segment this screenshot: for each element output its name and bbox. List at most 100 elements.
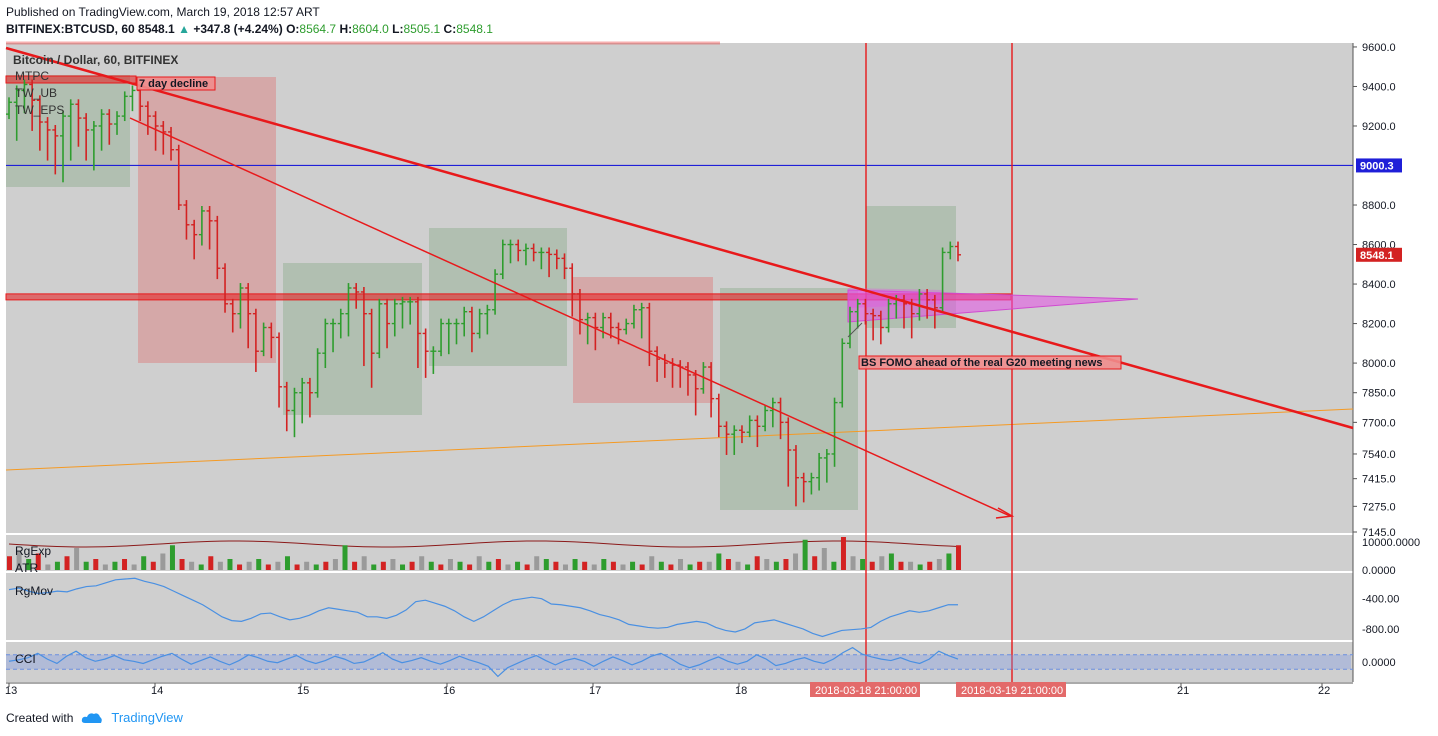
y-tick-label: 7145.0 bbox=[1362, 527, 1396, 539]
candle bbox=[654, 346, 661, 382]
candle bbox=[600, 312, 607, 339]
decline-box-1 bbox=[138, 77, 276, 363]
indicator-label: ATR bbox=[15, 561, 38, 575]
candle bbox=[723, 421, 730, 455]
volume-bar bbox=[467, 564, 473, 570]
volume-bar bbox=[908, 561, 914, 570]
candle bbox=[276, 332, 283, 408]
candle bbox=[75, 99, 82, 147]
volume-bar bbox=[495, 559, 501, 570]
volume-bar bbox=[582, 561, 588, 570]
candle bbox=[268, 322, 275, 359]
candle bbox=[67, 99, 74, 161]
candle bbox=[391, 298, 398, 337]
candle bbox=[484, 304, 491, 335]
volume-bar bbox=[735, 561, 741, 570]
x-tick-label: 22 bbox=[1318, 685, 1330, 697]
y-tick-label: 7540.0 bbox=[1362, 449, 1396, 461]
volume-bar bbox=[179, 559, 185, 570]
candle bbox=[183, 200, 190, 240]
volume-bar bbox=[294, 564, 300, 570]
volume-bar bbox=[562, 564, 568, 570]
candle bbox=[924, 288, 931, 319]
candle bbox=[229, 298, 236, 333]
volume-bar bbox=[265, 564, 271, 570]
tradingview-brand[interactable]: TradingView bbox=[111, 710, 183, 725]
volume-bar bbox=[773, 561, 779, 570]
candle bbox=[785, 417, 792, 487]
time-marker-bg bbox=[956, 682, 1066, 697]
candle bbox=[44, 117, 51, 161]
price-tag-bg bbox=[1356, 158, 1402, 173]
volume-bar bbox=[505, 564, 511, 570]
candle bbox=[615, 322, 622, 345]
volume-bar bbox=[476, 556, 482, 570]
secondary-trendline bbox=[129, 117, 1011, 517]
volume-bar bbox=[840, 537, 846, 570]
volume-bar bbox=[898, 561, 904, 570]
rgmov-tick-label: -800.00 bbox=[1362, 624, 1399, 636]
candle bbox=[106, 109, 113, 145]
volume-bar bbox=[112, 561, 118, 570]
volume-bar bbox=[54, 561, 60, 570]
candle bbox=[175, 144, 182, 210]
candle bbox=[846, 306, 853, 349]
volume-bar bbox=[83, 561, 89, 570]
candle bbox=[931, 294, 938, 329]
price-chart[interactable]: 7 day decline BS FOMO ahead of the real G… bbox=[0, 40, 1438, 705]
candle bbox=[21, 79, 28, 114]
study-label: TW_UB bbox=[15, 86, 57, 100]
time-marker-bg bbox=[810, 682, 920, 697]
candle bbox=[800, 472, 807, 503]
candle bbox=[322, 318, 329, 369]
volume-bar bbox=[313, 564, 319, 570]
volume-bar bbox=[64, 556, 70, 570]
symbol-line: BITFINEX:BTCUSD, 60 8548.1 ▲ +347.8 (+4.… bbox=[6, 22, 493, 36]
change-value: +347.8 (+4.24%) bbox=[193, 22, 283, 36]
volume-bar bbox=[831, 561, 837, 570]
x-tick-label: 21 bbox=[1177, 685, 1189, 697]
volume-bar bbox=[649, 556, 655, 570]
candle bbox=[862, 298, 869, 325]
candle bbox=[623, 318, 630, 335]
candle bbox=[947, 241, 954, 260]
volume-bar bbox=[630, 561, 636, 570]
annotation-decline: 7 day decline bbox=[136, 76, 216, 91]
volume-bar bbox=[754, 556, 760, 570]
volume-bar bbox=[543, 559, 549, 570]
candle bbox=[576, 288, 583, 335]
volume-tick-label: 10000.0000 bbox=[1362, 537, 1420, 549]
volume-bar bbox=[802, 539, 808, 570]
candle bbox=[345, 283, 352, 337]
volume-bar bbox=[879, 556, 885, 570]
volume-bar bbox=[7, 556, 12, 570]
volume-bar bbox=[716, 553, 722, 570]
tradingview-cloud-icon bbox=[82, 712, 103, 723]
candle bbox=[692, 369, 699, 416]
volume-bar bbox=[419, 556, 425, 570]
volume-bar bbox=[169, 545, 175, 570]
volume-bar bbox=[515, 561, 521, 570]
indicator-label: RgExp bbox=[15, 544, 51, 558]
volume-bar bbox=[745, 564, 751, 570]
candle bbox=[530, 243, 537, 262]
study-label: TW_EPS bbox=[15, 103, 64, 117]
candle bbox=[299, 377, 306, 424]
consolidation-box-2 bbox=[283, 263, 422, 415]
volume-bar bbox=[812, 556, 818, 570]
annotation-fomo: BS FOMO ahead of the real G20 meeting ne… bbox=[858, 355, 1122, 370]
price-tag-label: 8548.1 bbox=[1360, 250, 1394, 262]
x-tick-label: 16 bbox=[443, 685, 455, 697]
volume-bar bbox=[390, 559, 396, 570]
published-note: Published on TradingView.com, March 19, … bbox=[6, 5, 320, 19]
o-label: O: bbox=[286, 22, 300, 36]
candle bbox=[252, 308, 259, 372]
candle bbox=[553, 249, 560, 270]
h-value: 8604.0 bbox=[352, 22, 389, 36]
volume-bar bbox=[850, 556, 856, 570]
candle bbox=[870, 308, 877, 341]
volume-bar bbox=[380, 561, 386, 570]
y-tick-label: 8800.0 bbox=[1362, 200, 1396, 212]
candle bbox=[507, 239, 514, 264]
main-trendline bbox=[5, 46, 1354, 430]
